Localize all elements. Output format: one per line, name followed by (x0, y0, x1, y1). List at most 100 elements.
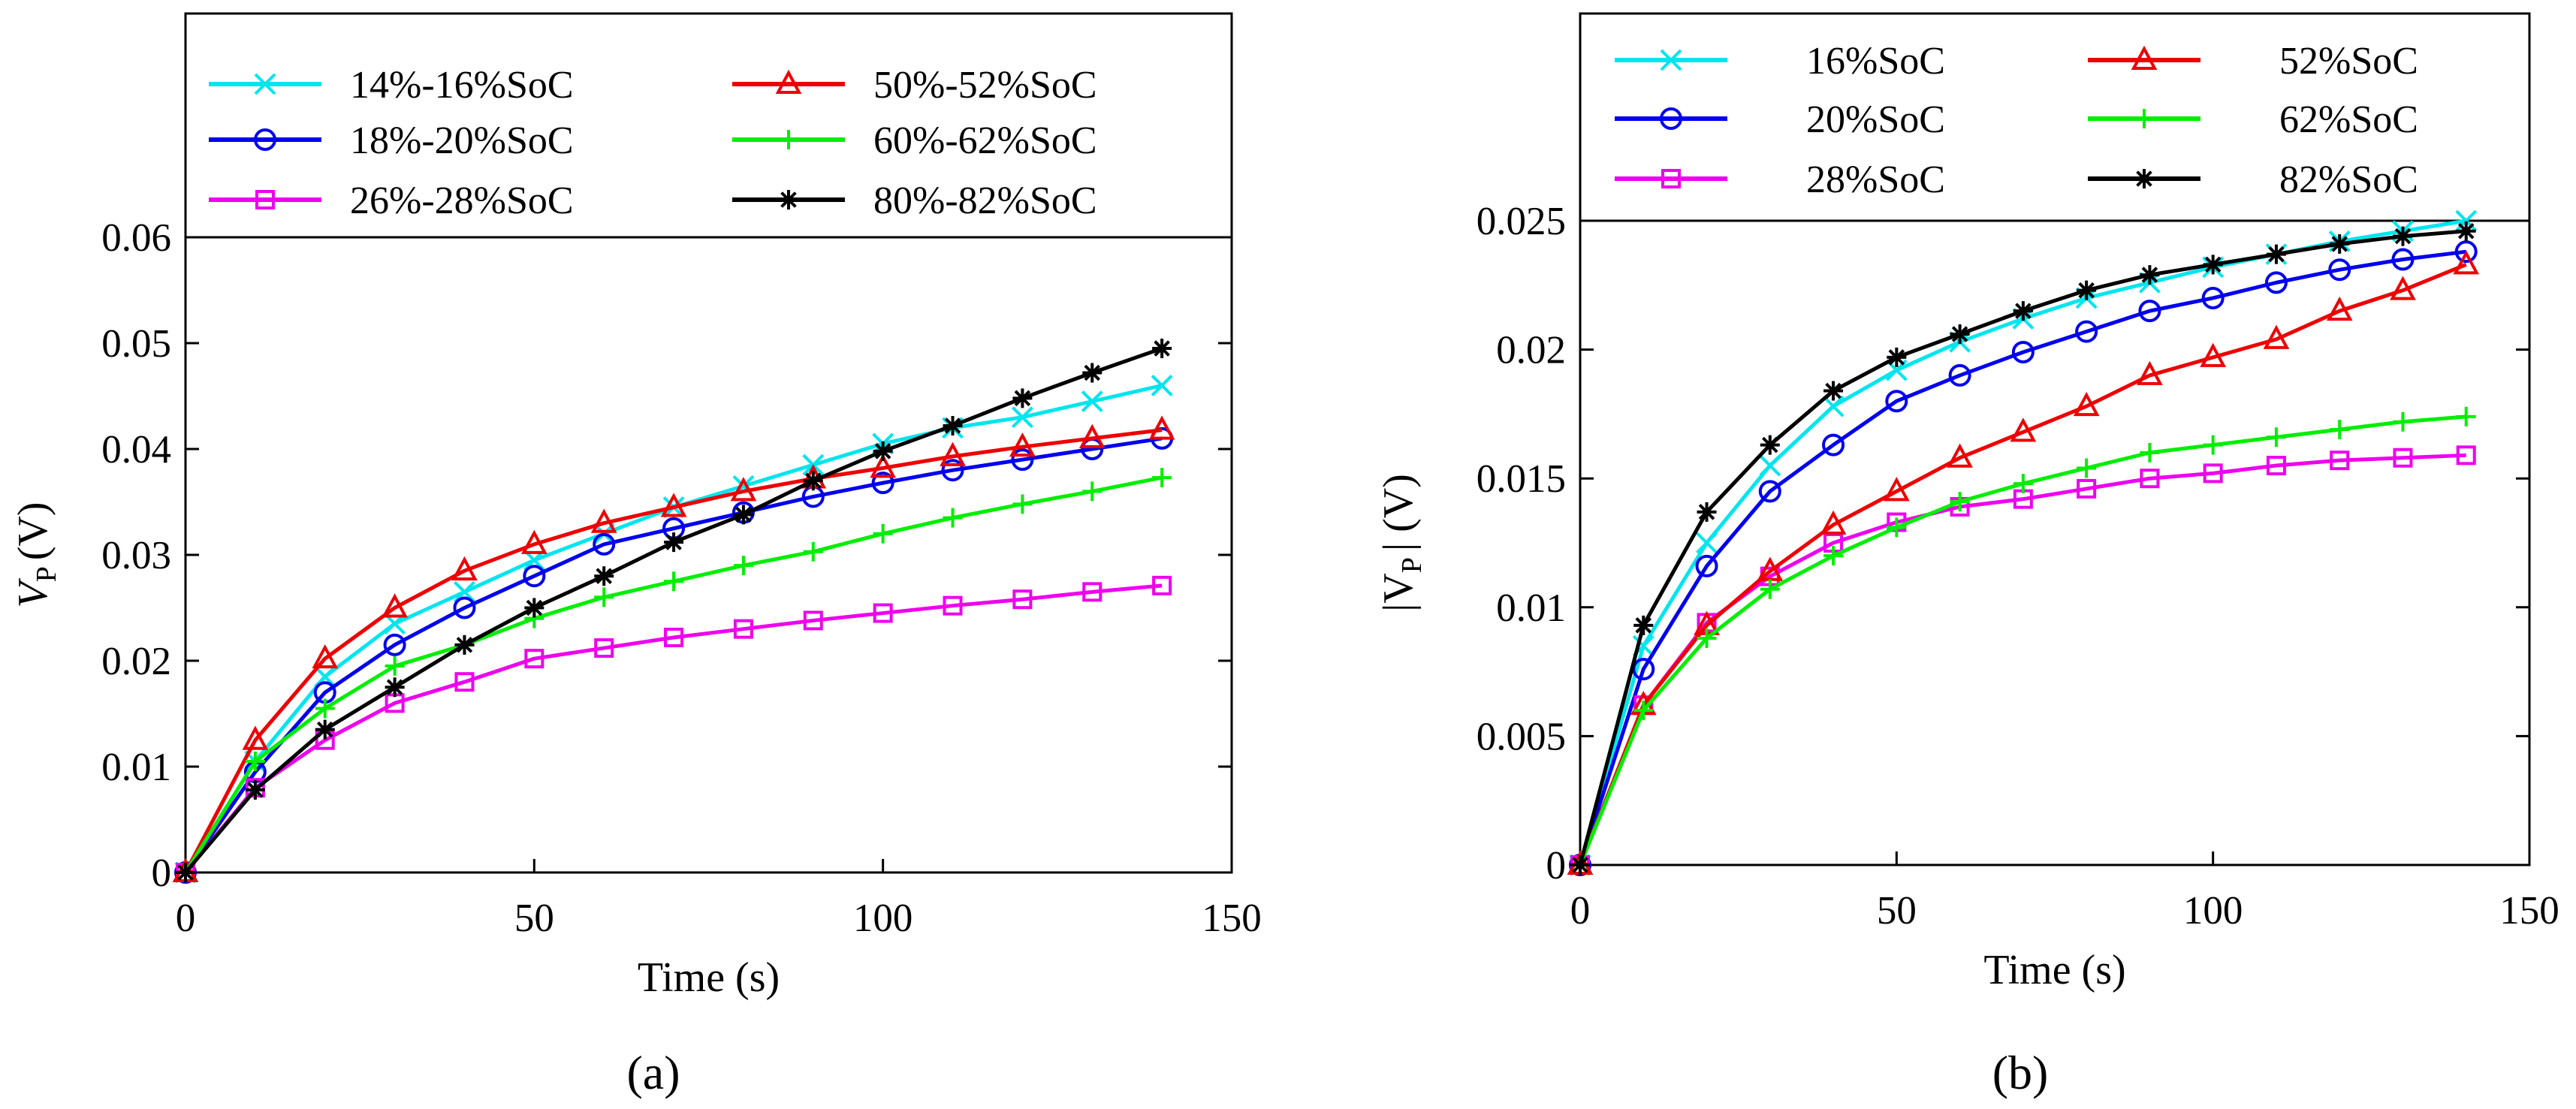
legend-label: 26%-28%SoC (350, 179, 574, 222)
data-point (2203, 435, 2223, 455)
data-point (242, 725, 269, 750)
legend-entry: 20%SoC (1615, 98, 1945, 141)
data-point (1696, 532, 1718, 554)
data-point (2456, 445, 2476, 466)
y-tick-label: 0.02 (1496, 329, 1566, 372)
legend-label: 18%-20%SoC (350, 119, 574, 162)
data-point (2454, 240, 2478, 264)
data-point (2456, 406, 2476, 426)
legend-entry: 50%-52%SoC (732, 64, 1097, 107)
y-tick-label: 0.05 (101, 322, 171, 366)
data-point (590, 508, 617, 533)
data-point (1011, 406, 1033, 429)
data-point (2203, 463, 2223, 484)
data-point (2453, 250, 2480, 275)
x-tick-label: 0 (1570, 889, 1591, 933)
data-point (2264, 271, 2288, 294)
data-point (2077, 478, 2097, 499)
y-tick-label: 0 (152, 851, 172, 895)
data-point (454, 634, 475, 655)
data-point (1947, 443, 1973, 468)
data-point (1148, 415, 1175, 440)
series-line (1578, 249, 2467, 866)
legend-entry: 26%-28%SoC (209, 179, 574, 222)
data-point (1757, 556, 1784, 581)
data-point (2330, 451, 2350, 471)
data-point (941, 459, 964, 482)
data-point (383, 633, 406, 656)
series-line (183, 436, 1163, 874)
series-82%SoC (1570, 221, 2476, 875)
panel-label: (b) (1992, 1046, 2049, 1099)
data-point (451, 556, 478, 581)
data-point (803, 610, 823, 631)
y-tick-label: 0.01 (101, 746, 171, 789)
x-tick-label: 150 (1202, 897, 1262, 940)
data-point (2456, 221, 2476, 241)
data-point (2201, 286, 2225, 309)
legend-label: 52%SoC (2279, 40, 2418, 83)
series-50%-52%SoC (172, 415, 1175, 882)
chart-panel-a: 0 0.01 0.02 0.03 0.04 0.05 0.06 0 50 100 150 Time (… (10, 12, 1262, 1099)
data-point (245, 751, 265, 771)
legend-entry: 16%SoC (1615, 40, 1945, 83)
y-tick-label: 0.03 (101, 534, 171, 577)
legend-marker (254, 128, 276, 151)
data-point (1009, 432, 1036, 457)
data-point (1081, 390, 1103, 412)
data-point (664, 532, 684, 553)
data-point (312, 643, 339, 669)
data-point (943, 415, 963, 435)
y-axis-label: |VP | (V) (1375, 474, 1428, 612)
data-point (1697, 502, 1717, 522)
legend-label: 60%-62%SoC (873, 119, 1097, 162)
data-point (1633, 615, 1654, 635)
data-point (733, 556, 753, 576)
data-point (733, 505, 753, 525)
legend-box (1579, 12, 2531, 222)
data-point (1950, 492, 1970, 512)
series-80%-82%SoC (176, 339, 1172, 882)
series-26%-28%SoC (176, 575, 1172, 882)
y-tick-label: 0.06 (101, 216, 171, 260)
data-point (1883, 477, 1910, 502)
data-point (453, 596, 476, 619)
x-tick-label: 50 (514, 897, 554, 940)
data-point (1082, 481, 1102, 502)
data-point (871, 472, 894, 495)
data-point (1152, 339, 1172, 359)
y-axis-label-unit: (V) (10, 502, 56, 560)
legend-label: 16%SoC (1806, 40, 1945, 83)
data-point (1082, 363, 1102, 383)
data-point (2010, 417, 2037, 442)
series-52%SoC (1567, 250, 2480, 875)
legend-label: 28%SoC (1806, 158, 1945, 201)
legend-entry: 14%-16%SoC (209, 64, 574, 107)
data-point (1151, 374, 1173, 396)
data-point (2140, 265, 2160, 285)
x-axis-label: Time (s) (638, 954, 780, 1001)
data-point (520, 529, 547, 554)
data-point (1822, 433, 1845, 457)
data-point (1633, 701, 1654, 721)
data-point (2330, 234, 2350, 254)
data-point (1011, 448, 1034, 472)
data-point (1948, 363, 1971, 387)
data-point (2075, 320, 2098, 343)
data-point (1887, 347, 1907, 367)
legend-marker (2131, 45, 2158, 70)
data-point (2077, 458, 2097, 478)
legend-marker (255, 190, 275, 209)
series-20%SoC (1569, 240, 2478, 876)
data-point (2266, 244, 2286, 264)
y-tick-label: 0.015 (1477, 457, 1566, 501)
data-point (1823, 381, 1844, 401)
data-point (660, 493, 687, 517)
legend-label: 14%-16%SoC (350, 64, 574, 107)
data-point (382, 593, 408, 618)
data-point (1820, 510, 1847, 535)
data-point (385, 677, 405, 698)
y-axis-label-sub: P (31, 566, 62, 582)
y-tick-label: 0.02 (101, 640, 171, 683)
